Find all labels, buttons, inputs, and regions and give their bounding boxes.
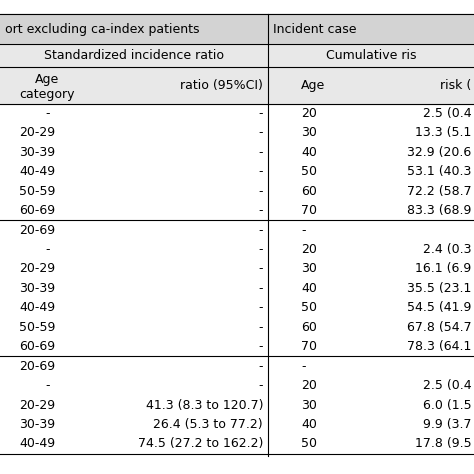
Bar xyxy=(268,44,474,67)
Text: 40-49: 40-49 xyxy=(19,438,55,450)
Text: 16.1 (6.9: 16.1 (6.9 xyxy=(415,263,472,275)
Text: 20-69: 20-69 xyxy=(19,224,55,237)
Text: Incident case: Incident case xyxy=(273,23,356,36)
Text: 72.2 (58.7: 72.2 (58.7 xyxy=(407,185,472,198)
Text: 2.4 (0.3: 2.4 (0.3 xyxy=(423,243,472,256)
Text: 41.3 (8.3 to 120.7): 41.3 (8.3 to 120.7) xyxy=(146,399,263,411)
Text: 53.1 (40.3: 53.1 (40.3 xyxy=(407,165,472,178)
Text: 70: 70 xyxy=(301,340,317,353)
Text: 40: 40 xyxy=(301,146,317,159)
Text: -: - xyxy=(259,301,263,314)
Text: 40-49: 40-49 xyxy=(19,165,55,178)
Text: 67.8 (54.7: 67.8 (54.7 xyxy=(407,321,472,334)
Text: ratio (95%CI): ratio (95%CI) xyxy=(180,79,263,92)
Text: 70: 70 xyxy=(301,204,317,217)
Text: -: - xyxy=(259,224,263,237)
Text: 32.9 (20.6: 32.9 (20.6 xyxy=(407,146,472,159)
Text: 50-59: 50-59 xyxy=(19,185,55,198)
Text: Age
category: Age category xyxy=(19,73,75,100)
Text: 50-59: 50-59 xyxy=(19,321,55,334)
Text: 9.9 (3.7: 9.9 (3.7 xyxy=(423,418,472,431)
Text: -: - xyxy=(259,127,263,139)
Text: 54.5 (41.9: 54.5 (41.9 xyxy=(407,301,472,314)
Text: -: - xyxy=(301,360,305,373)
Bar xyxy=(268,14,474,44)
Text: Age: Age xyxy=(301,79,325,92)
Text: 60: 60 xyxy=(301,185,317,198)
Text: 2.5 (0.4: 2.5 (0.4 xyxy=(423,379,472,392)
Text: 50: 50 xyxy=(301,165,317,178)
Text: 74.5 (27.2 to 162.2): 74.5 (27.2 to 162.2) xyxy=(137,438,263,450)
Text: -: - xyxy=(259,204,263,217)
Text: -: - xyxy=(259,243,263,256)
Text: -: - xyxy=(259,146,263,159)
Text: 20-29: 20-29 xyxy=(19,399,55,411)
Text: -: - xyxy=(259,107,263,120)
Text: 30-39: 30-39 xyxy=(19,282,55,295)
Text: 83.3 (68.9: 83.3 (68.9 xyxy=(407,204,472,217)
Text: 30-39: 30-39 xyxy=(19,418,55,431)
Text: Standardized incidence ratio: Standardized incidence ratio xyxy=(44,49,224,62)
Text: 20: 20 xyxy=(301,107,317,120)
Text: -: - xyxy=(259,165,263,178)
Text: -: - xyxy=(259,360,263,373)
Text: -: - xyxy=(259,321,263,334)
Bar xyxy=(0,14,268,44)
Text: 30: 30 xyxy=(301,399,317,411)
Text: 30: 30 xyxy=(301,127,317,139)
Text: -: - xyxy=(45,107,50,120)
Text: 30: 30 xyxy=(301,263,317,275)
Text: risk (: risk ( xyxy=(440,79,472,92)
Text: 40: 40 xyxy=(301,418,317,431)
Text: 6.0 (1.5: 6.0 (1.5 xyxy=(423,399,472,411)
Text: 20: 20 xyxy=(301,379,317,392)
Text: 60: 60 xyxy=(301,321,317,334)
Text: ort excluding ca-index patients: ort excluding ca-index patients xyxy=(5,23,199,36)
Text: 35.5 (23.1: 35.5 (23.1 xyxy=(407,282,472,295)
Text: 50: 50 xyxy=(301,301,317,314)
Text: -: - xyxy=(259,185,263,198)
Text: Cumulative ris: Cumulative ris xyxy=(326,49,416,62)
Bar xyxy=(268,67,474,104)
Text: 2.5 (0.4: 2.5 (0.4 xyxy=(423,107,472,120)
Bar xyxy=(0,44,268,67)
Text: 20-69: 20-69 xyxy=(19,360,55,373)
Text: 20-29: 20-29 xyxy=(19,263,55,275)
Text: 17.8 (9.5: 17.8 (9.5 xyxy=(415,438,472,450)
Text: -: - xyxy=(259,379,263,392)
Text: -: - xyxy=(259,282,263,295)
Text: 60-69: 60-69 xyxy=(19,340,55,353)
Text: 13.3 (5.1: 13.3 (5.1 xyxy=(415,127,472,139)
Text: 60-69: 60-69 xyxy=(19,204,55,217)
Text: 20-29: 20-29 xyxy=(19,127,55,139)
Text: 20: 20 xyxy=(301,243,317,256)
Text: 26.4 (5.3 to 77.2): 26.4 (5.3 to 77.2) xyxy=(154,418,263,431)
Text: -: - xyxy=(259,340,263,353)
Text: 78.3 (64.1: 78.3 (64.1 xyxy=(407,340,472,353)
Text: 30-39: 30-39 xyxy=(19,146,55,159)
Text: -: - xyxy=(301,224,305,237)
Text: 40-49: 40-49 xyxy=(19,301,55,314)
Text: 40: 40 xyxy=(301,282,317,295)
Text: -: - xyxy=(259,263,263,275)
Bar xyxy=(0,67,268,104)
Text: -: - xyxy=(45,379,50,392)
Text: -: - xyxy=(45,243,50,256)
Text: 50: 50 xyxy=(301,438,317,450)
